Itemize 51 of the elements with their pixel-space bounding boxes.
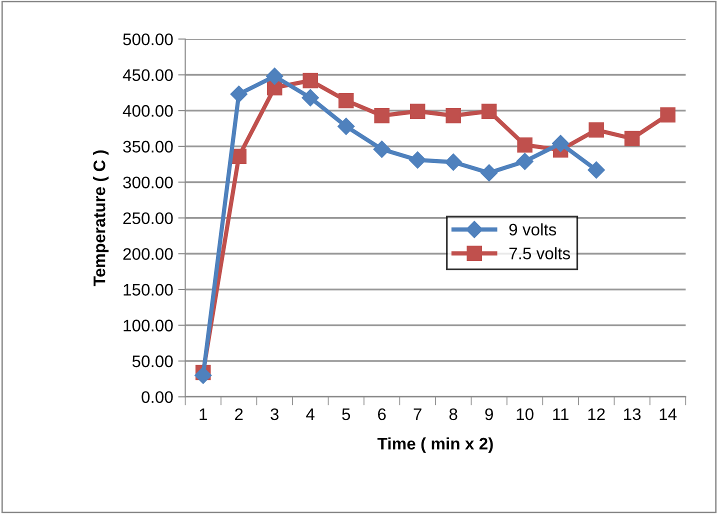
point bbox=[481, 104, 497, 119]
point bbox=[410, 104, 426, 119]
x-tick-label: 7 bbox=[414, 408, 422, 420]
point bbox=[588, 161, 605, 179]
point bbox=[338, 118, 355, 135]
point bbox=[444, 154, 462, 171]
point bbox=[624, 130, 640, 146]
point bbox=[338, 92, 354, 108]
x-tick-label: 4 bbox=[306, 408, 315, 420]
point bbox=[516, 152, 534, 170]
y-tick-label: 0.00 bbox=[142, 391, 173, 404]
y-tick-label: 100.00 bbox=[124, 320, 173, 332]
point bbox=[373, 140, 390, 158]
y-tick-label: 450.00 bbox=[122, 69, 173, 82]
point bbox=[374, 108, 390, 124]
y-tick-label: 250.00 bbox=[123, 212, 173, 224]
x-tick-label: 10 bbox=[516, 408, 534, 420]
point bbox=[552, 134, 570, 152]
y-tick-label: 200.00 bbox=[123, 248, 173, 260]
point bbox=[588, 122, 604, 138]
x-tick-label: 1 bbox=[200, 408, 207, 420]
point bbox=[266, 68, 284, 85]
y-tick-label: 400.00 bbox=[122, 105, 173, 117]
point bbox=[517, 137, 532, 153]
point bbox=[480, 164, 498, 182]
x-tick-label: 2 bbox=[235, 408, 243, 420]
x-tick-label: 8 bbox=[449, 408, 458, 420]
y-tick-label: 500.00 bbox=[123, 33, 173, 46]
x-tick-label: 12 bbox=[588, 408, 605, 420]
x-tick-label: 6 bbox=[378, 408, 386, 420]
x-tick-label: 11 bbox=[553, 408, 568, 420]
y-tick-label: 50.00 bbox=[132, 355, 173, 368]
x-axis-title: Time ( min x 2) bbox=[377, 437, 493, 453]
y-tick-label: 350.00 bbox=[123, 140, 173, 153]
y-tick-label: 300.00 bbox=[123, 176, 173, 188]
y-axis-title: Temperature ( C ) bbox=[93, 150, 109, 286]
x-tick-label: 14 bbox=[660, 408, 677, 420]
legend-label: 7.5 volts bbox=[509, 247, 570, 260]
point bbox=[194, 366, 212, 384]
x-tick-label: 9 bbox=[485, 408, 493, 420]
point bbox=[446, 108, 461, 124]
x-tick-label: 13 bbox=[624, 408, 641, 420]
point bbox=[230, 86, 248, 103]
point bbox=[660, 107, 676, 123]
point bbox=[302, 89, 319, 106]
legend-label: 9 volts bbox=[509, 223, 556, 236]
x-tick-label: 5 bbox=[342, 408, 350, 420]
y-tick-label: 150.00 bbox=[124, 284, 173, 296]
x-tick-label: 3 bbox=[270, 408, 279, 420]
point bbox=[302, 72, 318, 88]
point bbox=[409, 151, 426, 169]
